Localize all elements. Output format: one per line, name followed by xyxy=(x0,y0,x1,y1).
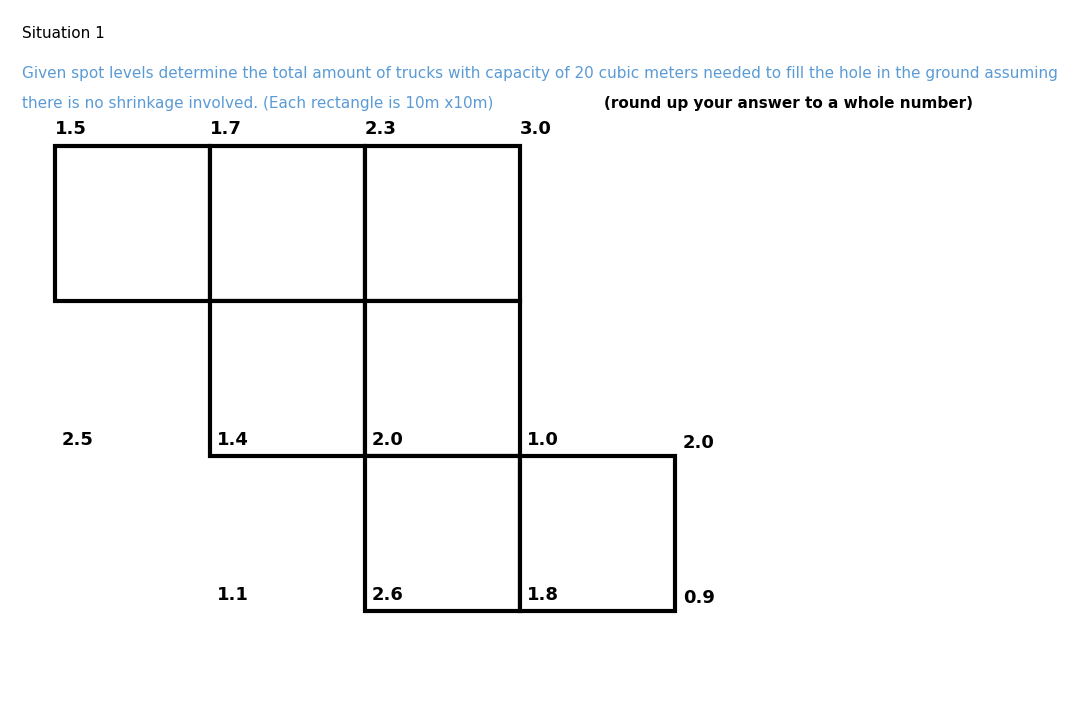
Bar xyxy=(365,301,521,456)
Text: 1.8: 1.8 xyxy=(527,586,559,604)
Bar xyxy=(210,146,365,301)
Text: 2.0: 2.0 xyxy=(372,431,404,449)
Text: Given spot levels determine the total amount of trucks with capacity of 20 cubic: Given spot levels determine the total am… xyxy=(22,66,1057,81)
Text: 0.9: 0.9 xyxy=(683,589,714,607)
Text: 2.0: 2.0 xyxy=(683,434,714,452)
Text: there is no shrinkage involved. (Each rectangle is 10m x10m): there is no shrinkage involved. (Each re… xyxy=(22,96,493,111)
Text: (round up your answer to a whole number): (round up your answer to a whole number) xyxy=(604,96,972,111)
Text: 1.1: 1.1 xyxy=(217,586,249,604)
Bar xyxy=(210,301,365,456)
Text: 1.4: 1.4 xyxy=(217,431,249,449)
Bar xyxy=(365,146,521,301)
Text: 2.3: 2.3 xyxy=(365,120,396,138)
Bar xyxy=(365,456,521,611)
Text: 1.5: 1.5 xyxy=(56,120,87,138)
Text: 2.6: 2.6 xyxy=(372,586,404,604)
Bar xyxy=(521,456,675,611)
Text: 3.0: 3.0 xyxy=(521,120,552,138)
Bar xyxy=(56,146,210,301)
Text: Situation 1: Situation 1 xyxy=(22,26,105,41)
Text: 1.7: 1.7 xyxy=(210,120,242,138)
Text: 2.5: 2.5 xyxy=(62,431,94,449)
Text: 1.0: 1.0 xyxy=(527,431,559,449)
